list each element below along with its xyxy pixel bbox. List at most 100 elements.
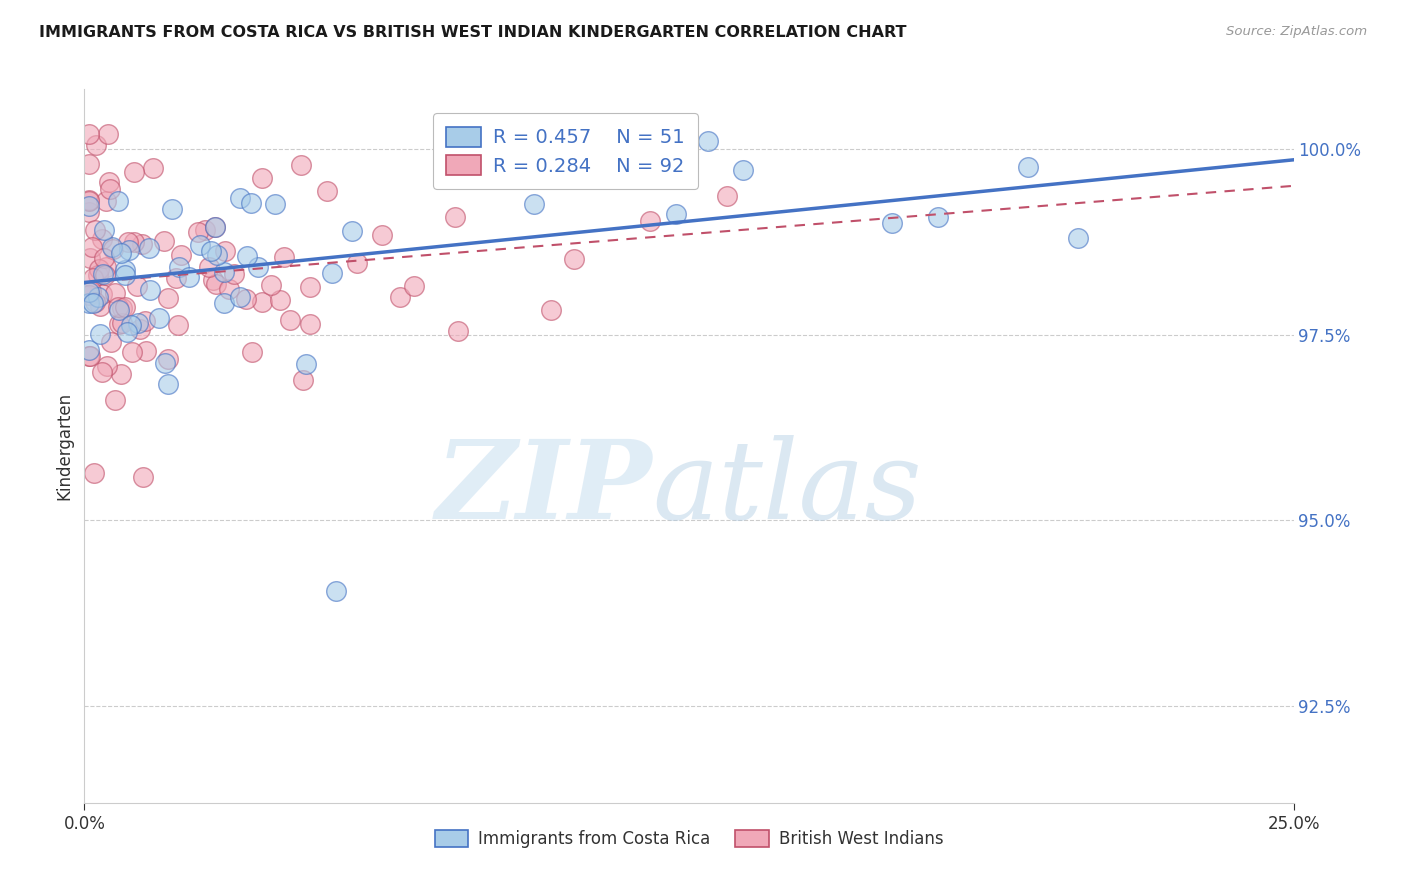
Point: [212, 296, 235, 310]
Point: [167, 260, 190, 274]
Point: [91, 267, 114, 281]
Point: [83, 466, 105, 480]
Point: [77, 194, 100, 208]
Point: [101, 240, 124, 254]
Text: Source: ZipAtlas.com: Source: ZipAtlas.com: [1226, 25, 1367, 38]
Point: [77, 199, 100, 213]
Point: [111, 301, 134, 315]
Point: [131, 236, 153, 251]
Point: [148, 310, 170, 325]
Point: [111, 316, 134, 330]
Point: [77, 205, 100, 219]
Point: [250, 294, 273, 309]
Point: [80, 284, 103, 298]
Point: [90, 232, 112, 246]
Point: [229, 290, 252, 304]
Point: [80, 240, 103, 254]
Point: [160, 202, 183, 217]
Point: [240, 345, 263, 359]
Point: [121, 344, 143, 359]
Point: [77, 127, 100, 141]
Point: [228, 191, 250, 205]
Point: [79, 251, 101, 265]
Point: [138, 241, 160, 255]
Point: [77, 295, 100, 310]
Point: [321, 266, 343, 280]
Point: [127, 316, 149, 330]
Point: [1017, 161, 1039, 175]
Point: [139, 283, 162, 297]
Point: [91, 287, 114, 301]
Point: [107, 300, 129, 314]
Point: [447, 324, 470, 338]
Point: [665, 207, 688, 221]
Point: [100, 334, 122, 349]
Point: [562, 252, 585, 267]
Point: [540, 302, 562, 317]
Point: [114, 301, 136, 315]
Point: [122, 165, 145, 179]
Point: [77, 349, 100, 363]
Point: [340, 223, 363, 237]
Point: [205, 247, 228, 261]
Point: [177, 269, 200, 284]
Point: [122, 235, 145, 249]
Point: [79, 349, 101, 363]
Point: [134, 314, 156, 328]
Point: [200, 244, 222, 258]
Point: [224, 267, 246, 281]
Point: [117, 325, 139, 339]
Point: [77, 288, 100, 302]
Point: [166, 318, 188, 332]
Point: [880, 216, 903, 230]
Point: [295, 357, 318, 371]
Point: [523, 197, 546, 211]
Point: [214, 244, 236, 258]
Point: [170, 247, 193, 261]
Point: [110, 367, 132, 381]
Text: ZIP: ZIP: [436, 435, 652, 542]
Point: [101, 242, 124, 256]
Point: [114, 268, 136, 283]
Point: [389, 290, 412, 304]
Point: [165, 270, 187, 285]
Point: [77, 343, 100, 357]
Point: [263, 197, 285, 211]
Point: [290, 158, 312, 172]
Point: [129, 322, 152, 336]
Point: [118, 243, 141, 257]
Point: [153, 356, 176, 370]
Point: [194, 223, 217, 237]
Point: [212, 265, 235, 279]
Point: [83, 294, 105, 309]
Point: [108, 303, 131, 318]
Point: [299, 317, 322, 331]
Point: [731, 163, 754, 178]
Point: [273, 250, 295, 264]
Point: [236, 249, 259, 263]
Point: [82, 295, 104, 310]
Point: [96, 194, 118, 208]
Y-axis label: Kindergarten: Kindergarten: [55, 392, 73, 500]
Point: [77, 193, 100, 207]
Point: [156, 351, 179, 366]
Point: [292, 373, 315, 387]
Point: [90, 365, 112, 379]
Point: [371, 227, 394, 242]
Point: [93, 251, 115, 265]
Point: [458, 136, 481, 150]
Point: [97, 127, 120, 141]
Point: [402, 279, 425, 293]
Point: [156, 377, 179, 392]
Point: [93, 223, 115, 237]
Point: [84, 138, 107, 153]
Point: [96, 359, 118, 374]
Point: [218, 282, 240, 296]
Point: [235, 292, 257, 306]
Point: [77, 285, 100, 300]
Point: [82, 271, 104, 285]
Point: [260, 278, 283, 293]
Point: [153, 234, 176, 248]
Point: [135, 343, 157, 358]
Point: [104, 392, 127, 407]
